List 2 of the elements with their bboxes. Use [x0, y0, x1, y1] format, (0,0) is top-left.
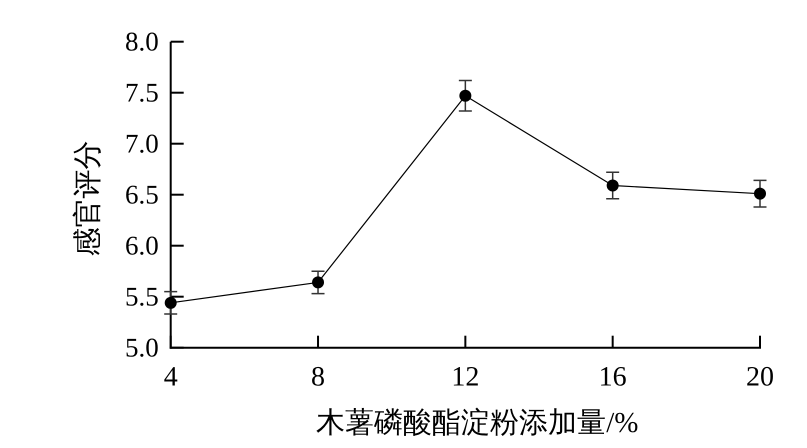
ylabel: 感官评分 [72, 140, 104, 257]
xlabel: 木薯磷酸酯淀粉添加量/% [316, 407, 638, 439]
